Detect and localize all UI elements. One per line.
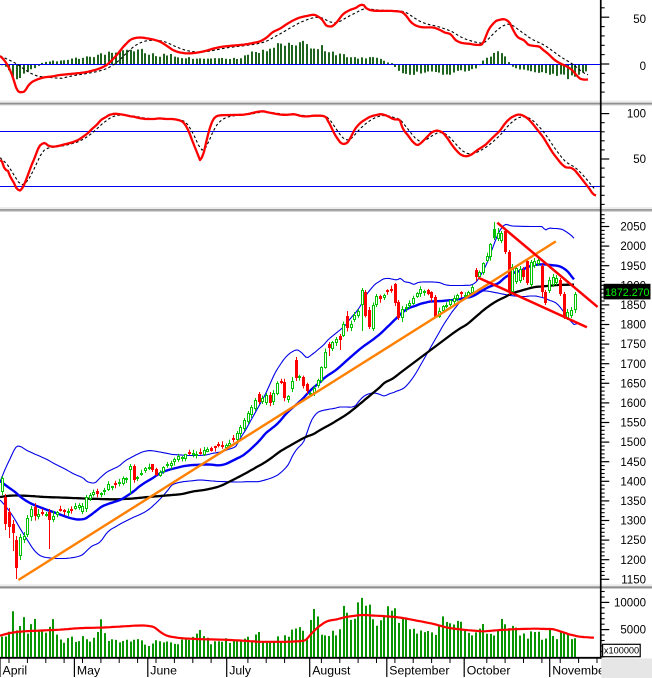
svg-text:2000: 2000 — [620, 241, 646, 253]
svg-text:1950: 1950 — [620, 261, 646, 273]
svg-text:April: April — [3, 664, 28, 678]
svg-text:1450: 1450 — [620, 457, 646, 469]
svg-text:10000: 10000 — [614, 598, 646, 610]
svg-text:August: August — [312, 664, 351, 678]
svg-text:1700: 1700 — [620, 359, 646, 371]
svg-text:100: 100 — [627, 109, 646, 121]
svg-text:1400: 1400 — [620, 476, 646, 488]
svg-text:1600: 1600 — [620, 398, 646, 410]
svg-text:June: June — [150, 664, 177, 678]
svg-text:1800: 1800 — [620, 320, 646, 332]
svg-text:1150: 1150 — [621, 574, 646, 586]
svg-text:September: September — [389, 664, 449, 678]
svg-text:50: 50 — [633, 14, 646, 26]
svg-text:October: October — [467, 664, 511, 678]
svg-text:1872.270: 1872.270 — [605, 287, 650, 299]
svg-text:0: 0 — [640, 61, 646, 73]
svg-text:1500: 1500 — [620, 437, 646, 449]
svg-text:1650: 1650 — [620, 378, 646, 390]
svg-text:5000: 5000 — [620, 625, 646, 637]
svg-text:November: November — [552, 664, 609, 678]
svg-text:x100000: x100000 — [604, 646, 639, 656]
svg-text:2050: 2050 — [620, 222, 646, 234]
svg-text:1200: 1200 — [620, 555, 646, 567]
svg-text:1250: 1250 — [620, 535, 646, 547]
svg-text:1550: 1550 — [620, 418, 646, 430]
svg-text:1850: 1850 — [620, 300, 646, 312]
svg-text:1350: 1350 — [620, 496, 646, 508]
svg-text:50: 50 — [633, 154, 646, 166]
svg-text:1750: 1750 — [620, 339, 646, 351]
svg-text:May: May — [77, 664, 101, 678]
svg-text:July: July — [229, 664, 252, 678]
svg-text:1300: 1300 — [620, 516, 646, 528]
